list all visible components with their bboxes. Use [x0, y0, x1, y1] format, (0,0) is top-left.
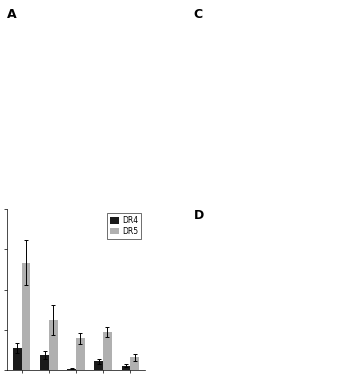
Bar: [76, 338, 85, 370]
Bar: [22, 263, 31, 370]
Legend: DR4, DR5: DR4, DR5: [107, 213, 141, 239]
Text: A: A: [7, 8, 16, 20]
Text: C: C: [194, 8, 203, 20]
Text: D: D: [194, 209, 204, 222]
Bar: [103, 332, 112, 370]
Bar: [95, 361, 103, 370]
Bar: [49, 320, 58, 370]
Bar: [13, 348, 22, 370]
Bar: [122, 366, 130, 370]
Bar: [67, 369, 76, 370]
Bar: [130, 357, 139, 370]
Bar: [40, 355, 49, 370]
